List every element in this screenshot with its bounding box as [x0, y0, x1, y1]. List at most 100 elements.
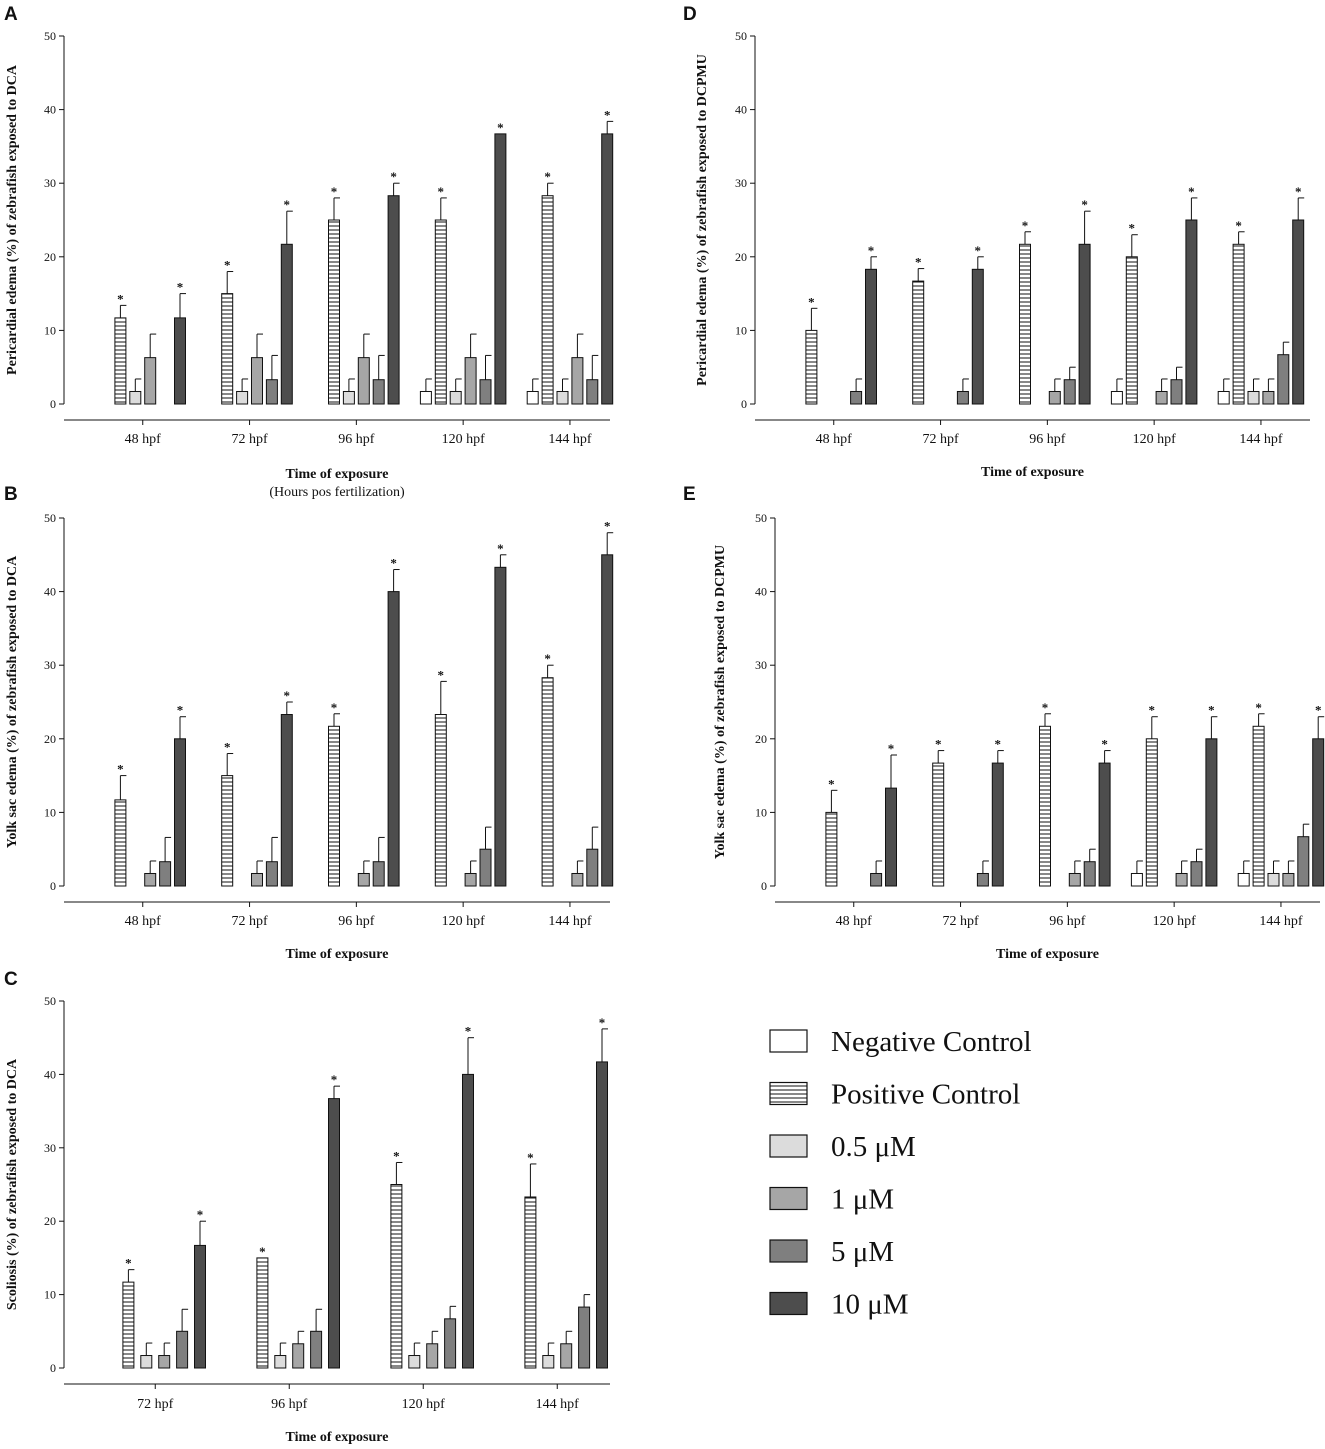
bar — [1217, 390, 1230, 405]
bar — [174, 738, 186, 887]
bar — [140, 1355, 153, 1369]
bar — [991, 762, 1004, 887]
legend-label: Negative Control — [831, 1026, 1032, 1058]
y-tick-label: 40 — [755, 585, 767, 599]
bar — [1175, 872, 1188, 887]
bar — [1297, 836, 1310, 887]
significance-marker: * — [1022, 218, 1029, 233]
bar — [464, 357, 477, 405]
x-tick-label: 120 hpf — [442, 914, 486, 929]
x-tick-label: 48 hpf — [125, 432, 162, 447]
chart-panel-a: A 0 10 20 30 40 50 Pericardial edema (%) of zeb… — [4, 4, 614, 500]
bar — [556, 390, 569, 405]
bar — [256, 1257, 269, 1369]
chart-panel-c: C 0 10 20 30 40 50 Scoliosis (%) of zebrafish e… — [4, 969, 610, 1445]
bar — [122, 1281, 135, 1369]
bar — [221, 293, 234, 405]
significance-marker: * — [868, 243, 875, 258]
y-tick-label: 0 — [50, 397, 56, 411]
significance-marker: * — [828, 776, 835, 791]
bar — [1145, 738, 1158, 887]
legend-label: 1 μM — [831, 1184, 894, 1216]
significance-marker: * — [544, 169, 551, 184]
x-tick-label: 72 hpf — [137, 1397, 174, 1412]
bar — [1232, 243, 1245, 405]
bar — [194, 1244, 206, 1369]
bar — [280, 243, 293, 405]
significance-marker: * — [995, 737, 1002, 752]
bar — [419, 390, 432, 405]
bar — [494, 133, 507, 405]
bar — [221, 775, 234, 887]
bar — [571, 872, 584, 887]
bar — [1277, 354, 1290, 405]
y-tick-label: 40 — [44, 103, 56, 117]
bar — [426, 1343, 439, 1369]
y-tick-label: 20 — [735, 250, 747, 264]
bar — [1155, 390, 1168, 405]
y-axis-title: Pericardial edema (%) of zebrafish expos… — [695, 54, 710, 386]
legend-item: 1 μM — [769, 1184, 894, 1216]
panel-letter: A — [4, 4, 18, 25]
bar — [524, 1196, 537, 1369]
significance-marker: * — [915, 255, 922, 270]
bar — [571, 357, 584, 405]
y-tick-label: 50 — [44, 511, 56, 525]
x-tick-label: 72 hpf — [942, 914, 979, 929]
y-tick-label: 20 — [44, 732, 56, 746]
x-tick-label: 120 hpf — [1133, 432, 1177, 447]
x-tick-label: 120 hpf — [442, 432, 486, 447]
x-tick-label: 144 hpf — [536, 1397, 580, 1412]
x-tick-label: 96 hpf — [338, 432, 375, 447]
significance-marker: * — [1129, 221, 1136, 236]
significance-marker: * — [1208, 703, 1215, 718]
bar — [390, 1184, 403, 1369]
legend-item: Positive Control — [769, 1079, 1020, 1111]
bar — [601, 133, 614, 405]
significance-marker: * — [544, 651, 551, 666]
bar — [1110, 390, 1123, 405]
significance-marker: * — [390, 556, 397, 571]
y-tick-label: 0 — [761, 879, 767, 893]
bar — [1068, 872, 1081, 887]
bar — [479, 848, 492, 887]
bar — [865, 268, 877, 405]
significance-marker: * — [604, 107, 611, 122]
bar — [1247, 390, 1260, 405]
significance-marker: * — [331, 700, 338, 715]
bar — [372, 379, 385, 405]
y-tick-label: 10 — [755, 805, 767, 819]
x-tick-label: 48 hpf — [816, 432, 853, 447]
bar — [158, 1355, 171, 1369]
significance-marker: * — [177, 703, 184, 718]
significance-marker: * — [1255, 700, 1262, 715]
legend-item: 5 μM — [769, 1236, 894, 1268]
x-axis-title: Time of exposure — [286, 947, 389, 962]
y-tick-label: 0 — [50, 879, 56, 893]
x-tick-label: 144 hpf — [1239, 432, 1283, 447]
bar — [526, 390, 539, 405]
x-tick-label: 96 hpf — [338, 914, 375, 929]
legend-swatch — [769, 1029, 808, 1053]
y-tick-label: 30 — [755, 658, 767, 672]
significance-marker: * — [1315, 703, 1322, 718]
bar — [1312, 738, 1325, 887]
x-tick-label: 96 hpf — [1029, 432, 1066, 447]
y-tick-label: 20 — [44, 250, 56, 264]
bar — [1292, 219, 1305, 405]
x-tick-label: 72 hpf — [231, 432, 268, 447]
bar — [1063, 379, 1076, 405]
y-tick-label: 40 — [735, 103, 747, 117]
x-tick-label: 120 hpf — [1153, 914, 1197, 929]
y-tick-label: 10 — [44, 323, 56, 337]
legend-swatch — [769, 1134, 808, 1158]
x-tick-label: 96 hpf — [1049, 914, 1086, 929]
bar — [176, 1330, 189, 1369]
bar — [357, 357, 370, 405]
y-tick-label: 20 — [44, 1214, 56, 1228]
bar — [1267, 872, 1280, 887]
bar — [1098, 762, 1111, 887]
x-tick-label: 144 hpf — [548, 432, 592, 447]
bar — [129, 390, 142, 405]
